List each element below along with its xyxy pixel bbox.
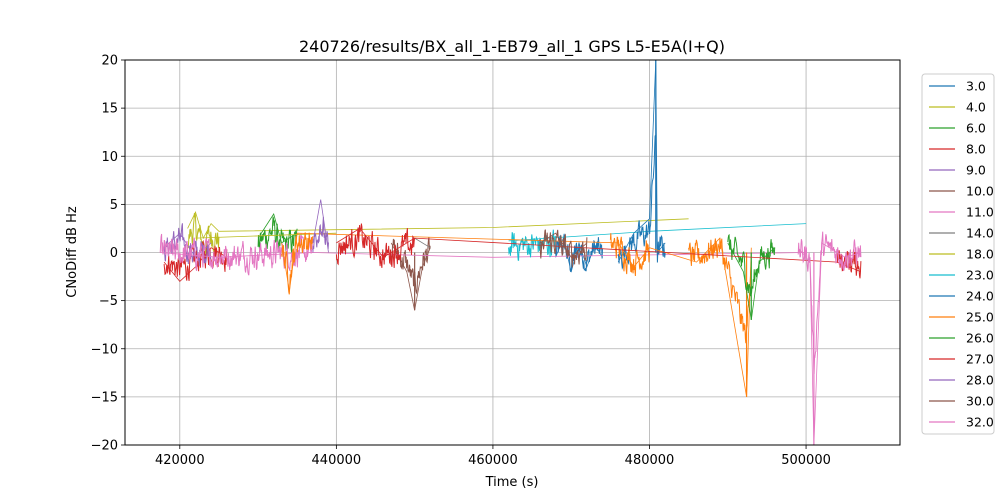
x-tick-label: 440000 <box>312 453 362 468</box>
y-tick-label: −10 <box>91 342 118 357</box>
chart-title: 240726/results/BX_all_1-EB79_all_1 GPS L… <box>299 37 725 57</box>
legend-label: 6.0 <box>966 121 986 136</box>
series-10.0 <box>390 237 431 311</box>
legend-box <box>921 73 995 435</box>
y-tick-label: 20 <box>101 54 118 69</box>
series-trace <box>257 216 298 253</box>
series-trace <box>390 237 431 295</box>
series-trace <box>312 216 329 253</box>
series-trace <box>539 229 588 268</box>
legend-label: 10.0 <box>966 184 994 199</box>
y-tick-label: 15 <box>101 102 118 117</box>
series-trace <box>159 233 314 276</box>
x-tick-label: 500000 <box>781 453 831 468</box>
legend-label: 11.0 <box>966 205 994 220</box>
legend-label: 8.0 <box>966 142 986 157</box>
series-25.0 <box>281 232 752 397</box>
series-6.0 <box>257 213 298 253</box>
legend-label: 4.0 <box>966 100 986 115</box>
legend-label: 3.0 <box>966 79 986 94</box>
legend-label: 25.0 <box>966 310 994 325</box>
x-axis-label: Time (s) <box>485 475 539 490</box>
legend-label: 27.0 <box>966 352 994 367</box>
y-axis-label: CNoDiff dB Hz <box>65 206 80 298</box>
legend-label: 28.0 <box>966 373 994 388</box>
y-tick-label: 10 <box>101 150 118 165</box>
series-line <box>281 232 752 397</box>
x-tick-label: 460000 <box>468 453 518 468</box>
y-tick-label: 5 <box>110 198 118 213</box>
series-trace <box>797 231 862 375</box>
legend-label: 18.0 <box>966 247 994 262</box>
y-tick-label: −20 <box>91 439 118 454</box>
series-trace <box>508 229 557 261</box>
y-axis-ticks: 20 15 10 5 0 −5 −10 −15 −20 <box>91 54 125 454</box>
series-line <box>414 237 431 249</box>
series-11.0 <box>159 233 807 276</box>
series-trace <box>281 232 314 295</box>
series-28.0 <box>312 199 329 253</box>
y-tick-label: 0 <box>110 246 118 261</box>
series-trace <box>335 223 416 268</box>
x-tick-label: 480000 <box>625 453 675 468</box>
y-tick-label: −5 <box>99 294 118 309</box>
legend-label: 26.0 <box>966 331 994 346</box>
legend: 3.0 4.0 6.0 8.0 9.0 10.0 11.0 14.0 18.0 23.0 24.0 2… <box>921 73 995 435</box>
series-trace <box>609 233 650 277</box>
series-32.0 <box>797 231 862 446</box>
series-trace <box>617 133 666 270</box>
series-30.0 <box>539 229 588 268</box>
legend-label: 30.0 <box>966 394 994 409</box>
series-layer <box>159 59 862 446</box>
x-tick-label: 420000 <box>155 453 205 468</box>
legend-label: 14.0 <box>966 226 994 241</box>
series-line <box>312 199 329 253</box>
series-trace <box>688 238 752 344</box>
legend-label: 32.0 <box>966 415 994 430</box>
series-line <box>187 211 689 240</box>
series-14.0 <box>414 237 431 249</box>
legend-label: 9.0 <box>966 163 986 178</box>
legend-label: 24.0 <box>966 289 994 304</box>
x-axis-ticks: 420000 440000 460000 480000 500000 <box>155 445 831 468</box>
legend-label: 23.0 <box>966 268 994 283</box>
y-tick-label: −15 <box>91 390 118 405</box>
